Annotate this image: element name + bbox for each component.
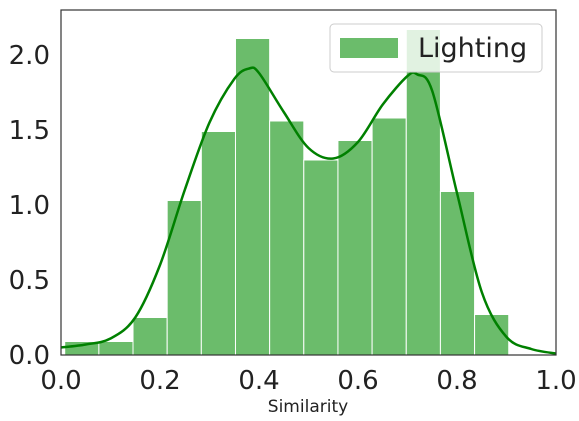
kde-curve: [60, 66, 557, 355]
y-tick-label: 0.0: [9, 341, 50, 371]
legend-box: [329, 23, 543, 73]
x-tick-label: 0.8: [436, 366, 477, 396]
y-tick-label: 1.0: [9, 191, 50, 221]
x-tick-label: 0.2: [139, 366, 180, 396]
histogram-bar: [337, 140, 373, 356]
y-axis-ticks: 0.0 0.5 1.0 1.5 2.0: [9, 41, 50, 371]
kde-layer: [60, 66, 557, 355]
histogram-bar: [132, 317, 168, 356]
histogram-bar: [303, 159, 339, 356]
legend-label: Lighting: [418, 33, 527, 64]
x-tick-label: 0.0: [40, 366, 81, 396]
histogram-bar: [371, 117, 407, 356]
y-tick-label: 2.0: [9, 41, 50, 71]
plot-frame: [60, 9, 557, 356]
bars-layer: [64, 29, 510, 356]
histogram-bar: [200, 131, 236, 356]
x-tick-label: 1.0: [535, 366, 576, 396]
legend-swatch: [340, 38, 398, 58]
histogram-bar: [269, 120, 305, 356]
x-axis-ticks: 0.0 0.2 0.4 0.6 0.8 1.0: [40, 366, 576, 396]
y-tick-label: 1.5: [9, 116, 50, 146]
histogram-bar: [405, 29, 441, 356]
x-tick-label: 0.4: [238, 366, 279, 396]
histogram-bar: [234, 38, 271, 356]
histogram-bar: [166, 200, 202, 356]
histogram-bar: [439, 191, 476, 356]
histogram-bar: [98, 341, 134, 356]
x-tick-label: 0.6: [337, 366, 378, 396]
x-axis-label: Similarity: [268, 397, 348, 417]
y-tick-label: 0.5: [9, 266, 50, 296]
legend: Lighting: [329, 23, 543, 73]
